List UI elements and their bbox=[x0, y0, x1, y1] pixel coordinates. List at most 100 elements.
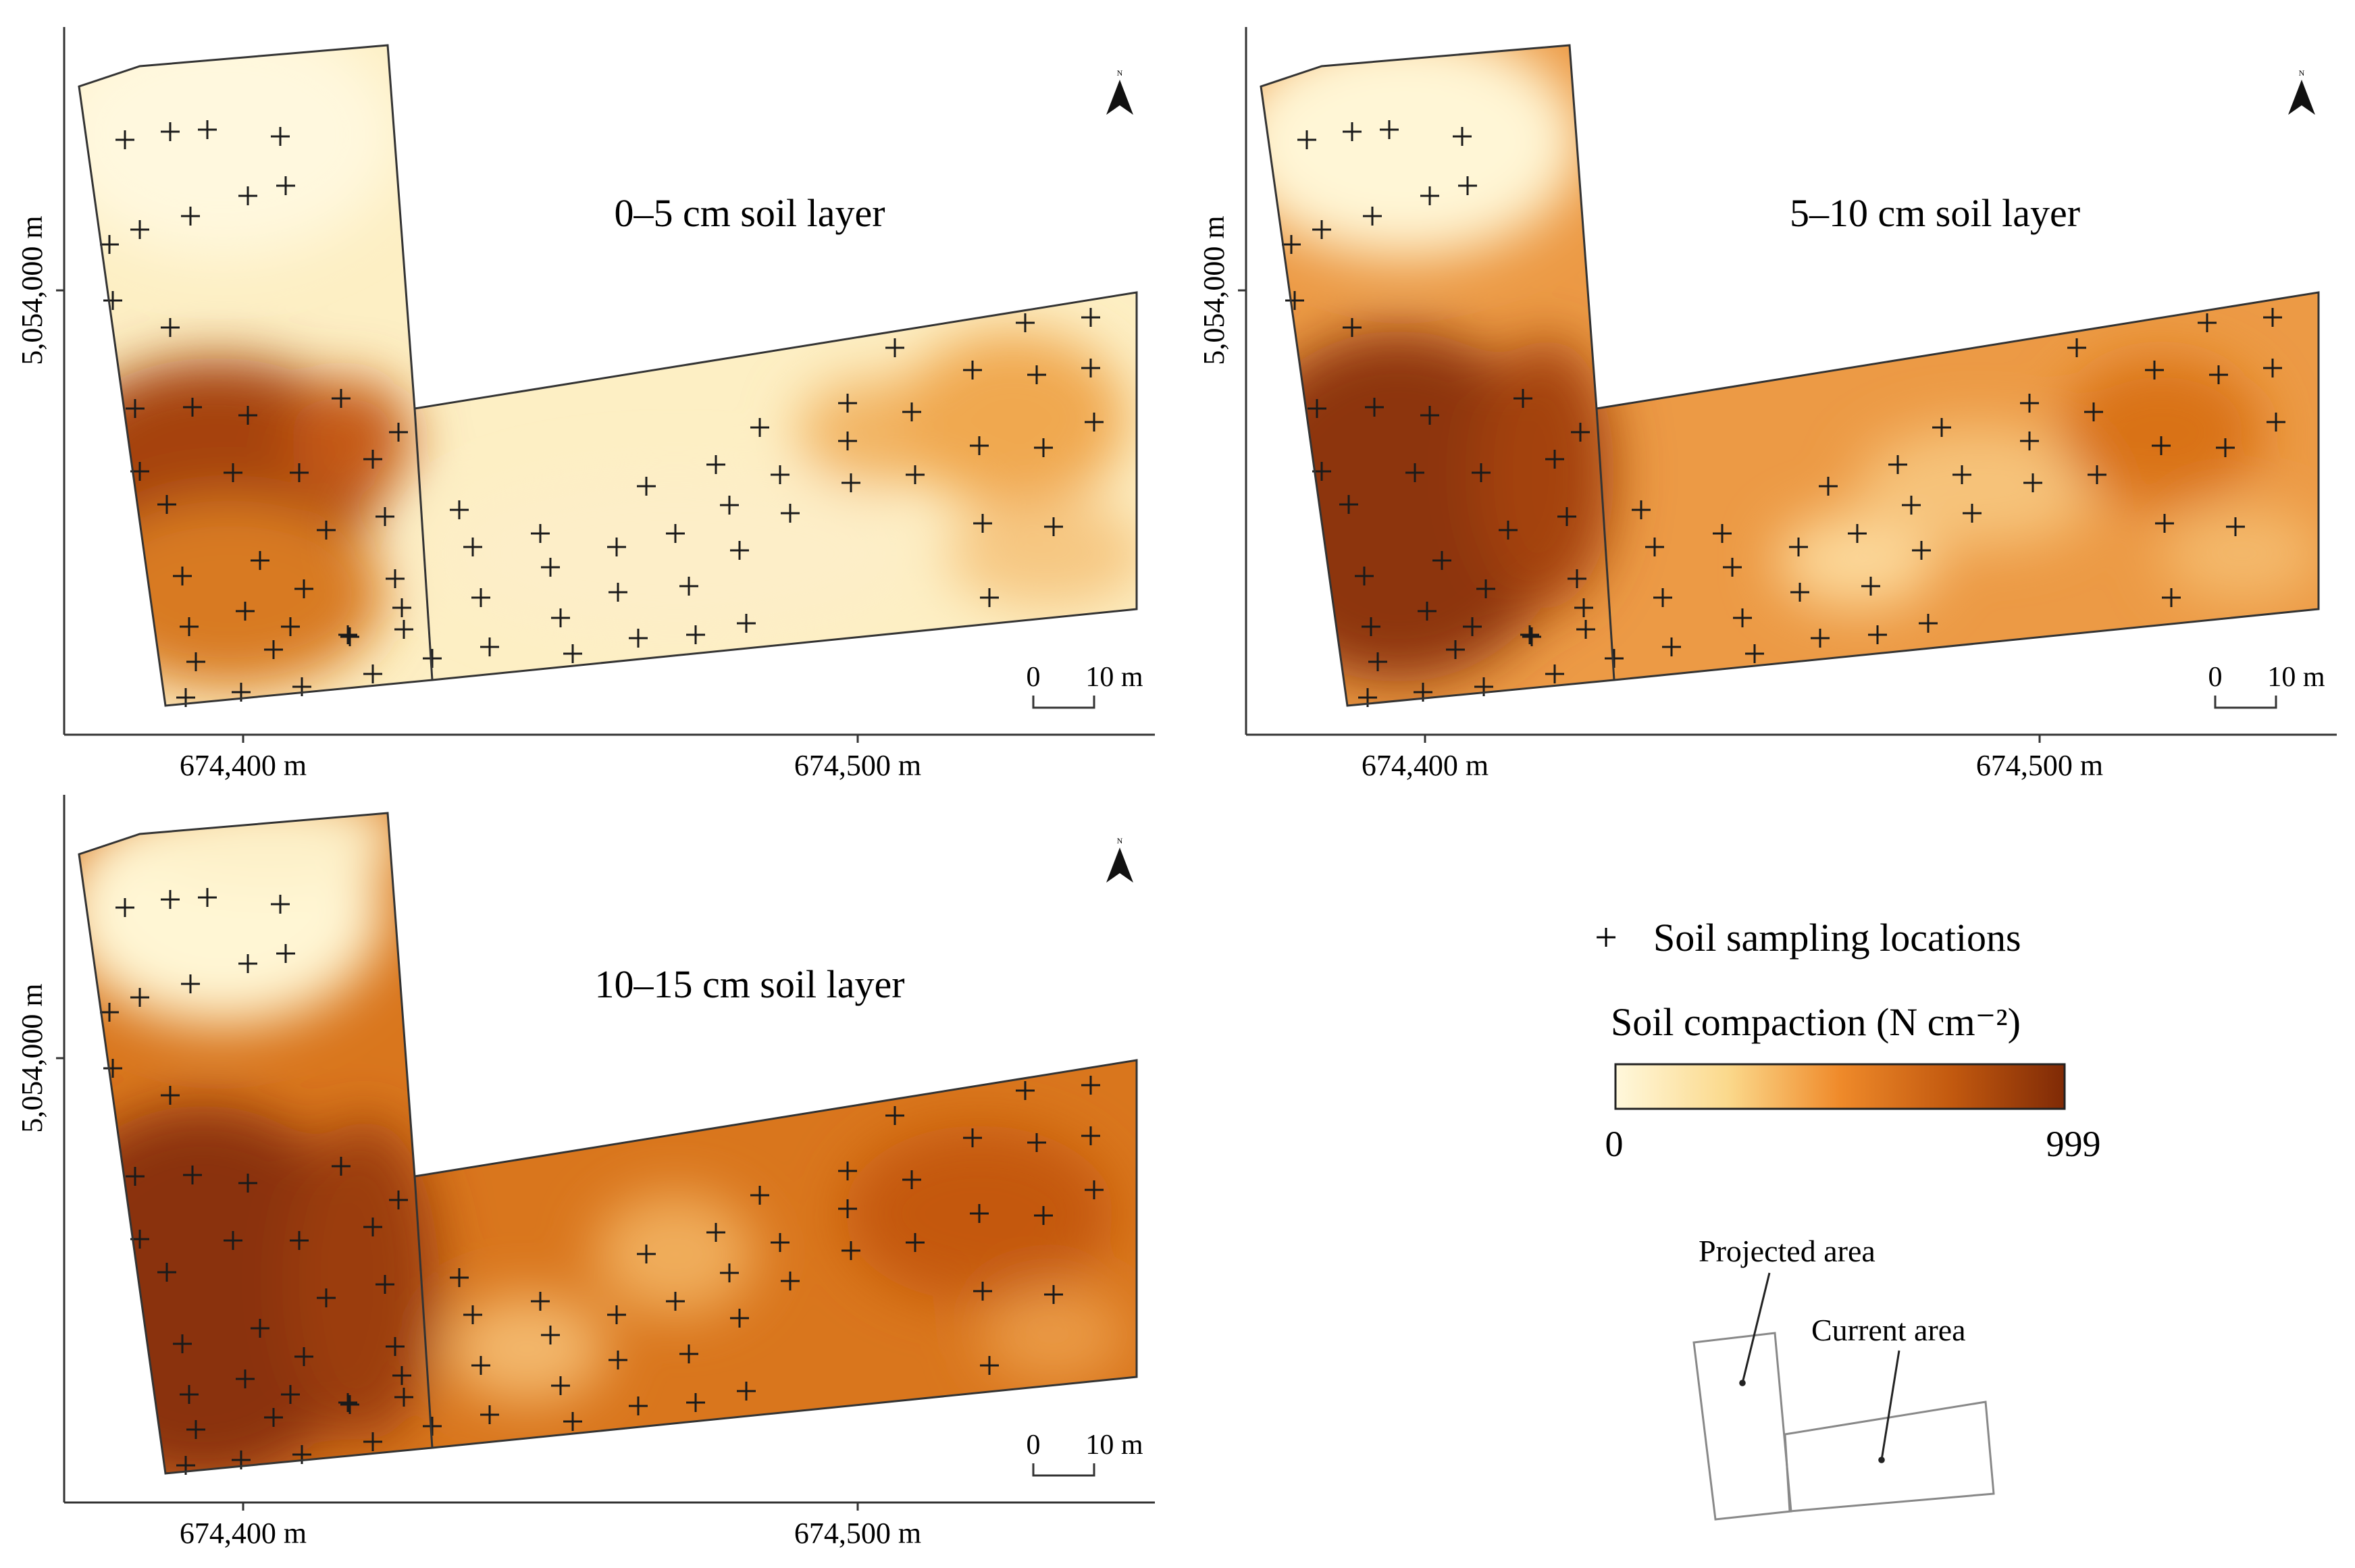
sampling-location-marker bbox=[2152, 436, 2171, 455]
field-boundary bbox=[78, 44, 1138, 707]
scale-bar: 0 10 m bbox=[1027, 1430, 1143, 1477]
sampling-location-marker bbox=[161, 318, 180, 337]
sampling-location-marker bbox=[2263, 308, 2282, 327]
sampling-location-marker bbox=[1362, 617, 1380, 636]
sampling-location-marker bbox=[1282, 235, 1301, 254]
sampling-location-marker bbox=[609, 1351, 627, 1369]
sampling-location-marker bbox=[771, 1233, 790, 1252]
sampling-location-marker bbox=[1733, 608, 1752, 627]
sampling-location-marker bbox=[115, 898, 134, 917]
sampling-location-marker bbox=[2020, 394, 2039, 413]
sampling-location-marker bbox=[471, 1356, 490, 1375]
sampling-location-marker bbox=[1339, 495, 1358, 514]
projected-area-label: Projected area bbox=[1699, 1234, 1875, 1268]
map-panel-0-5: 674,400 m 674,500 m 5,054,000 m 0–5 cm s… bbox=[16, 27, 1155, 782]
sampling-location-marker bbox=[1632, 500, 1651, 519]
svg-text:N: N bbox=[1117, 836, 1123, 845]
scale-bar: 0 10 m bbox=[1027, 662, 1143, 709]
sampling-location-marker bbox=[963, 1128, 982, 1147]
sampling-symbol-icon: + bbox=[1595, 915, 1618, 960]
sampling-location-marker bbox=[130, 220, 149, 239]
sampling-location-marker bbox=[906, 1233, 925, 1252]
sampling-location-marker bbox=[392, 598, 411, 617]
sampling-location-marker bbox=[1363, 207, 1382, 226]
sampling-location-marker bbox=[1368, 652, 1387, 671]
sampling-location-marker bbox=[463, 1305, 482, 1324]
sampling-location-marker bbox=[2226, 517, 2245, 536]
sampling-location-marker bbox=[450, 1268, 469, 1287]
sampling-location-marker bbox=[1085, 413, 1104, 432]
sampling-location-marker bbox=[737, 1382, 756, 1401]
sampling-location-marker bbox=[838, 432, 857, 450]
sampling-location-marker bbox=[679, 577, 698, 596]
sampling-location-marker bbox=[251, 551, 269, 570]
sampling-location-marker bbox=[2023, 473, 2042, 492]
sampling-location-marker bbox=[1662, 637, 1681, 656]
sampling-location-marker bbox=[609, 583, 627, 602]
sampling-location-marker bbox=[100, 1003, 119, 1022]
sampling-location-marker bbox=[1476, 579, 1495, 598]
sampling-location-marker bbox=[970, 436, 989, 455]
sampling-location-marker bbox=[2263, 359, 2282, 377]
sampling-location-marker bbox=[1645, 538, 1664, 556]
sampling-location-marker bbox=[902, 1170, 921, 1189]
sampling-location-marker bbox=[238, 406, 257, 425]
ramp-max-label: 999 bbox=[2046, 1124, 2101, 1164]
current-area-label: Current area bbox=[1811, 1313, 1966, 1347]
sampling-location-marker bbox=[1453, 127, 1472, 146]
sampling-location-marker bbox=[2155, 514, 2174, 533]
sampling-location-marker bbox=[737, 614, 756, 633]
sampling-location-marker bbox=[317, 521, 336, 540]
map-panel-10-15: 674,400 m 674,500 m 5,054,000 m 10–15 cm… bbox=[16, 795, 1155, 1550]
sampling-location-marker bbox=[551, 608, 570, 627]
sampling-location-marker bbox=[963, 361, 982, 380]
sampling-location-marker bbox=[2162, 588, 2181, 607]
sampling-location-marker bbox=[1861, 577, 1880, 596]
sampling-location-marker bbox=[1522, 627, 1541, 646]
sampling-location-marker bbox=[236, 602, 255, 621]
sampling-location-marker bbox=[2209, 365, 2228, 384]
sampling-location-marker bbox=[973, 514, 992, 533]
sampling-location-marker bbox=[2067, 338, 2086, 357]
sampling-location-marker bbox=[970, 1204, 989, 1223]
sampling-location-marker bbox=[1312, 220, 1331, 239]
sampling-location-marker bbox=[1952, 465, 1971, 484]
sampling-location-marker bbox=[607, 538, 626, 556]
svg-text:0: 0 bbox=[1027, 1430, 1041, 1461]
sampling-location-marker bbox=[264, 1408, 283, 1427]
sampling-location-marker bbox=[1888, 455, 1907, 474]
sampling-location-marker bbox=[130, 988, 149, 1007]
x-tick-label: 674,400 m bbox=[180, 1517, 307, 1550]
sampling-location-marker bbox=[181, 207, 200, 226]
sampling-location-marker bbox=[1919, 614, 1938, 633]
sampling-location-marker bbox=[563, 644, 582, 663]
sampling-location-marker bbox=[1420, 406, 1439, 425]
svg-text:10 m: 10 m bbox=[1085, 662, 1143, 693]
sampling-location-marker bbox=[2216, 438, 2235, 457]
field-boundary bbox=[1260, 44, 2320, 707]
ramp-min-label: 0 bbox=[1605, 1124, 1624, 1164]
sampling-location-marker bbox=[563, 1412, 582, 1431]
y-tick-label: 5,054,000 m bbox=[16, 215, 49, 365]
sampling-location-marker bbox=[1016, 313, 1035, 332]
sampling-location-marker bbox=[1343, 122, 1362, 141]
sampling-location-marker bbox=[541, 1326, 560, 1344]
sampling-location-marker bbox=[1285, 291, 1304, 310]
sampling-location-marker bbox=[471, 588, 490, 607]
sampling-location-marker bbox=[1912, 541, 1931, 560]
sampling-location-marker bbox=[363, 1218, 382, 1236]
sampling-location-marker bbox=[100, 235, 119, 254]
sampling-location-marker bbox=[607, 1305, 626, 1324]
sampling-location-marker bbox=[666, 1292, 685, 1311]
sampling-location-marker bbox=[1081, 308, 1100, 327]
sampling-location-marker bbox=[980, 588, 999, 607]
compaction-surface bbox=[79, 813, 1137, 1473]
sampling-location-marker bbox=[1085, 1180, 1104, 1199]
sampling-location-marker bbox=[679, 1344, 698, 1363]
sampling-location-marker bbox=[686, 625, 705, 644]
y-tick-label: 5,054,000 m bbox=[1197, 215, 1231, 365]
area-divider bbox=[413, 408, 434, 681]
sampling-location-marker bbox=[332, 389, 351, 408]
sampling-location-marker bbox=[1081, 1076, 1100, 1095]
svg-text:0: 0 bbox=[2208, 662, 2223, 693]
